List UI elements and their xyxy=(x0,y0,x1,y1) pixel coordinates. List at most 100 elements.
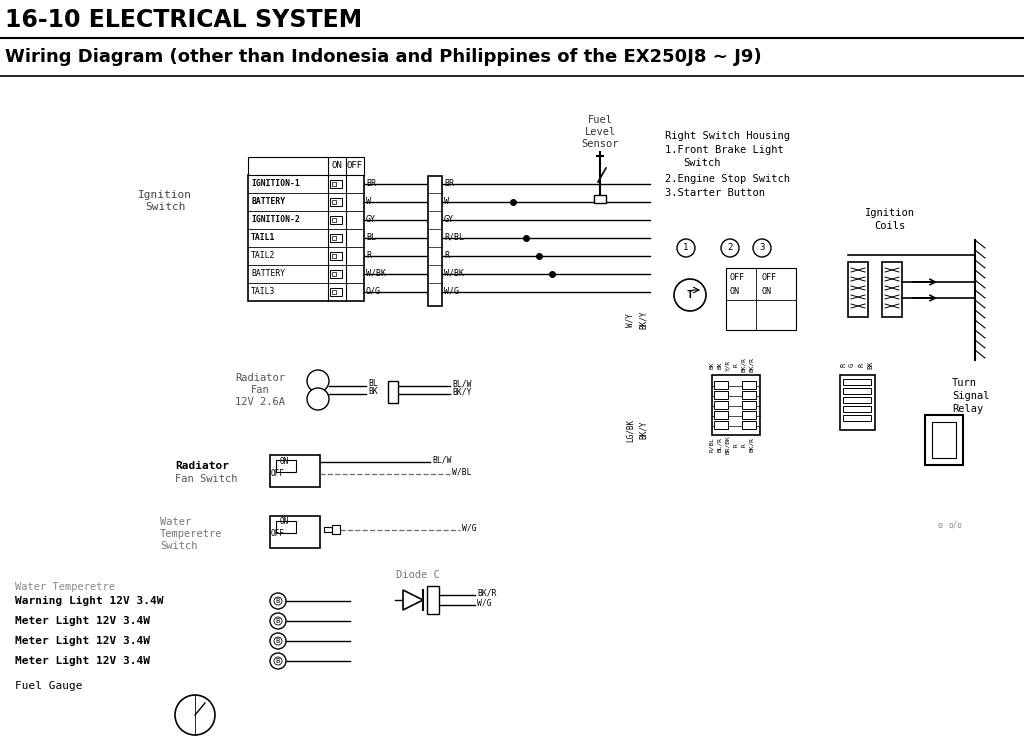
Text: BR: BR xyxy=(444,179,454,188)
Text: BK/R: BK/R xyxy=(477,588,497,597)
Text: Relay: Relay xyxy=(952,404,983,414)
Bar xyxy=(843,415,871,421)
Bar xyxy=(248,157,364,175)
Text: Radiator: Radiator xyxy=(175,461,229,471)
Text: Fan: Fan xyxy=(251,385,269,395)
Circle shape xyxy=(677,239,695,257)
Text: OFF: OFF xyxy=(271,468,285,478)
Text: R/BL: R/BL xyxy=(444,232,464,241)
Bar xyxy=(324,527,332,532)
Circle shape xyxy=(274,637,282,645)
Text: ON: ON xyxy=(280,456,289,465)
Bar xyxy=(712,375,760,435)
Text: o: o xyxy=(938,520,942,530)
Text: TAIL2: TAIL2 xyxy=(251,252,275,260)
Text: ON: ON xyxy=(730,287,740,297)
Text: Water Temperetre: Water Temperetre xyxy=(15,582,115,592)
Text: Radiator: Radiator xyxy=(234,373,285,383)
Text: Coils: Coils xyxy=(874,221,905,231)
Bar xyxy=(714,391,728,399)
Text: Meter Light 12V 3.4W: Meter Light 12V 3.4W xyxy=(15,656,150,666)
Bar xyxy=(843,379,871,385)
Text: Ignition: Ignition xyxy=(138,190,193,200)
Bar xyxy=(742,421,756,429)
Bar xyxy=(332,272,336,276)
Circle shape xyxy=(270,653,286,669)
Text: OFF: OFF xyxy=(762,274,777,283)
Bar xyxy=(843,397,871,403)
Text: IGNITION-1: IGNITION-1 xyxy=(251,180,300,188)
Text: BL: BL xyxy=(366,232,376,241)
Text: Diode C: Diode C xyxy=(396,570,440,580)
Bar xyxy=(332,200,336,204)
Text: BL/W: BL/W xyxy=(452,379,471,389)
Text: BK/R: BK/R xyxy=(750,438,755,453)
Text: W: W xyxy=(444,197,449,206)
Bar xyxy=(248,175,364,301)
Text: Sensor: Sensor xyxy=(582,139,618,149)
Text: IGNITION-2: IGNITION-2 xyxy=(251,215,300,225)
Bar xyxy=(330,288,342,296)
Bar xyxy=(428,176,442,306)
Bar xyxy=(332,236,336,240)
Text: BK/Y: BK/Y xyxy=(639,311,647,329)
Text: Ignition: Ignition xyxy=(865,208,915,218)
Text: Level: Level xyxy=(585,127,615,137)
Text: BK: BK xyxy=(710,361,715,369)
Bar xyxy=(714,381,728,389)
Text: Meter Light 12V 3.4W: Meter Light 12V 3.4W xyxy=(15,636,150,646)
Text: Switch: Switch xyxy=(683,158,721,168)
Text: T: T xyxy=(687,290,693,300)
Bar xyxy=(742,401,756,409)
Bar xyxy=(427,586,439,614)
Bar xyxy=(330,198,342,206)
Bar xyxy=(742,391,756,399)
Text: 1: 1 xyxy=(683,243,689,252)
Text: Fuel Gauge: Fuel Gauge xyxy=(15,681,83,691)
Bar xyxy=(332,290,336,294)
Text: GY: GY xyxy=(444,214,454,223)
Bar xyxy=(330,216,342,224)
Bar xyxy=(594,195,606,203)
Bar xyxy=(270,455,319,487)
Text: Temperetre: Temperetre xyxy=(160,529,222,539)
Text: B: B xyxy=(275,618,281,624)
Text: 3.Starter Button: 3.Starter Button xyxy=(665,188,765,198)
Text: R: R xyxy=(733,363,738,367)
Bar xyxy=(332,525,340,534)
Text: R: R xyxy=(840,363,846,367)
Text: o/o: o/o xyxy=(948,520,962,530)
Circle shape xyxy=(307,370,329,392)
Text: BL: BL xyxy=(368,379,378,389)
Bar xyxy=(330,234,342,242)
Text: LG/BK: LG/BK xyxy=(626,418,635,441)
Text: W/Y: W/Y xyxy=(626,313,635,327)
Circle shape xyxy=(307,388,329,410)
Text: 16-10 ELECTRICAL SYSTEM: 16-10 ELECTRICAL SYSTEM xyxy=(5,8,362,32)
Text: B: B xyxy=(275,638,281,644)
Text: BK: BK xyxy=(718,361,723,369)
Bar xyxy=(270,516,319,548)
Circle shape xyxy=(274,617,282,625)
Bar xyxy=(332,218,336,222)
Bar xyxy=(925,415,963,465)
Polygon shape xyxy=(403,590,423,610)
Text: 3: 3 xyxy=(760,243,765,252)
Bar xyxy=(843,388,871,394)
Text: BK/Y: BK/Y xyxy=(452,387,471,396)
Text: BL/W: BL/W xyxy=(432,456,452,464)
Text: OFF: OFF xyxy=(271,530,285,539)
Bar xyxy=(388,381,398,403)
Bar xyxy=(714,411,728,419)
Bar xyxy=(276,521,296,533)
Text: BK: BK xyxy=(867,361,873,370)
Text: Right Switch Housing: Right Switch Housing xyxy=(665,131,790,141)
Bar xyxy=(332,254,336,258)
Text: R/BL: R/BL xyxy=(710,438,715,453)
Circle shape xyxy=(274,657,282,665)
Text: BK/R: BK/R xyxy=(750,358,755,372)
Bar xyxy=(742,381,756,389)
Text: BK/Y: BK/Y xyxy=(639,421,647,439)
Bar xyxy=(5,82,1019,737)
Text: Switch: Switch xyxy=(144,202,185,212)
